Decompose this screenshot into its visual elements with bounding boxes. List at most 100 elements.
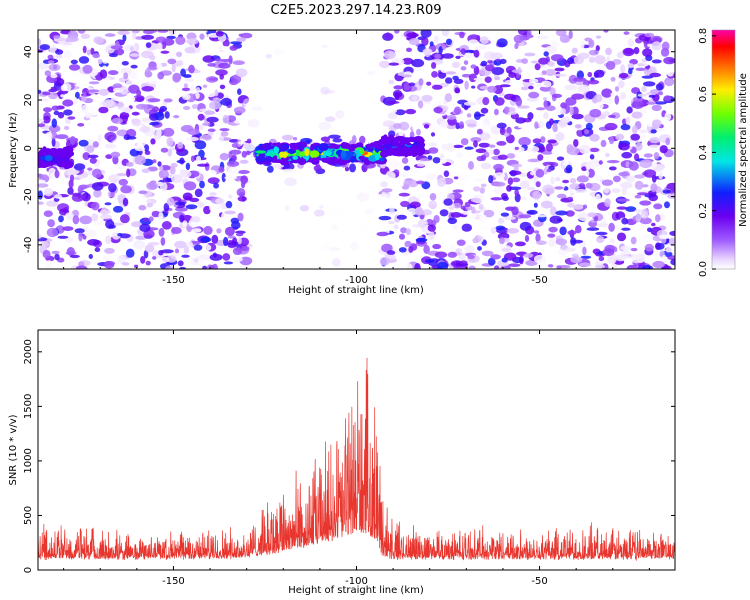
heatmap-cell	[143, 249, 149, 259]
heatmap-cell	[452, 189, 464, 193]
heatmap-cell	[506, 228, 519, 234]
heatmap-cell	[454, 106, 461, 115]
heatmap-cell	[626, 106, 633, 114]
heatmap-cell	[182, 220, 188, 228]
heatmap-cell	[598, 160, 603, 165]
heatmap-cell	[166, 197, 175, 206]
heatmap-cell	[157, 71, 165, 80]
heatmap-cell	[219, 152, 229, 161]
x-tick-label: -150	[162, 576, 185, 587]
colorbar-label: Normalized spectral amplitude	[738, 73, 749, 227]
heatmap-cell	[78, 232, 83, 242]
heatmap-cell	[63, 109, 73, 116]
heatmap-cell	[631, 259, 644, 264]
heatmap-cell	[593, 215, 599, 222]
heatmap-cell	[497, 217, 505, 224]
heatmap-cell	[411, 58, 425, 68]
heatmap-cell	[46, 200, 58, 207]
heatmap-cell	[181, 254, 190, 258]
heatmap-cell	[149, 55, 156, 61]
heatmap-cell	[636, 192, 649, 196]
heatmap-cell	[227, 242, 237, 248]
heatmap-cell	[605, 47, 612, 56]
heatmap-cell	[639, 217, 652, 225]
heatmap-cell	[82, 92, 87, 97]
heatmap-cell	[581, 166, 588, 171]
heatmap-cell	[224, 175, 237, 180]
heatmap-cell	[175, 36, 186, 45]
heatmap-cell	[528, 91, 540, 99]
heatmap-cell	[488, 149, 494, 155]
heatmap-cell	[199, 180, 205, 189]
heatmap-cell	[635, 67, 646, 72]
heatmap-cell	[539, 85, 552, 92]
heatmap-cell	[426, 81, 432, 86]
heatmap-cell	[609, 136, 614, 145]
heatmap-cell	[587, 71, 593, 78]
heatmap-cell	[72, 192, 81, 197]
heatmap-cell	[568, 30, 573, 39]
heatmap-cell	[322, 243, 331, 251]
heatmap-cell	[572, 204, 584, 210]
heatmap-cell	[69, 254, 80, 259]
heatmap-cell	[642, 48, 653, 57]
heatmap-cell	[525, 259, 538, 266]
heatmap-cell	[54, 194, 63, 199]
heatmap-cell	[567, 196, 574, 200]
heatmap-cell	[388, 159, 401, 168]
heatmap-cell	[415, 237, 428, 243]
heatmap-cell	[423, 244, 430, 254]
heatmap-cell	[625, 94, 634, 100]
heatmap-cell	[412, 95, 418, 102]
heatmap-cell	[237, 88, 242, 95]
heatmap-cell	[478, 203, 484, 210]
heatmap-cell	[664, 68, 672, 74]
heatmap-cell	[218, 188, 228, 196]
heatmap-cell	[104, 131, 117, 142]
heatmap-cell	[81, 104, 89, 114]
y-tick-label: -40	[23, 237, 34, 253]
heatmap-cell	[527, 112, 534, 120]
heatmap-cell	[233, 134, 244, 139]
heatmap-cell	[450, 244, 456, 253]
heatmap-cell	[431, 124, 442, 131]
heatmap-cell	[166, 137, 174, 147]
heatmap-cell	[502, 196, 509, 201]
heatmap-cell	[160, 256, 170, 263]
heatmap-cell	[621, 227, 631, 231]
heatmap-cell	[89, 157, 97, 164]
heatmap-cell	[655, 242, 661, 250]
heatmap-cell	[218, 62, 231, 69]
heatmap-cell	[138, 190, 148, 195]
heatmap-cell	[468, 168, 474, 173]
heatmap-cell	[463, 101, 477, 106]
heatmap-cell	[598, 256, 605, 262]
heatmap-cell	[78, 56, 90, 64]
heatmap-cell	[527, 187, 536, 191]
heatmap-cell	[400, 227, 408, 234]
heatmap-cell	[88, 176, 94, 184]
heatmap-cell	[53, 110, 60, 116]
heatmap-cell	[428, 231, 435, 241]
heatmap-cell	[594, 174, 602, 181]
heatmap-cell	[632, 125, 638, 135]
heatmap-cell	[631, 111, 643, 119]
heatmap-cell	[174, 240, 187, 249]
heatmap-cell	[518, 214, 532, 219]
heatmap-cell	[237, 212, 244, 222]
heatmap-cell	[533, 202, 538, 208]
heatmap-cell	[615, 133, 625, 141]
heatmap-cell	[123, 107, 132, 113]
heatmap-cell	[586, 227, 600, 231]
heatmap-cell	[379, 257, 390, 266]
heatmap-cell	[644, 243, 654, 252]
heatmap-cell	[548, 226, 558, 233]
heatmap-cell	[255, 150, 267, 154]
heatmap-cell	[396, 214, 407, 220]
snr-line	[38, 357, 675, 562]
heatmap-cell	[38, 38, 42, 46]
heatmap-cell	[633, 47, 640, 55]
heatmap-cell	[222, 114, 230, 124]
heatmap-cell	[189, 85, 195, 93]
heatmap-cell	[165, 52, 175, 61]
